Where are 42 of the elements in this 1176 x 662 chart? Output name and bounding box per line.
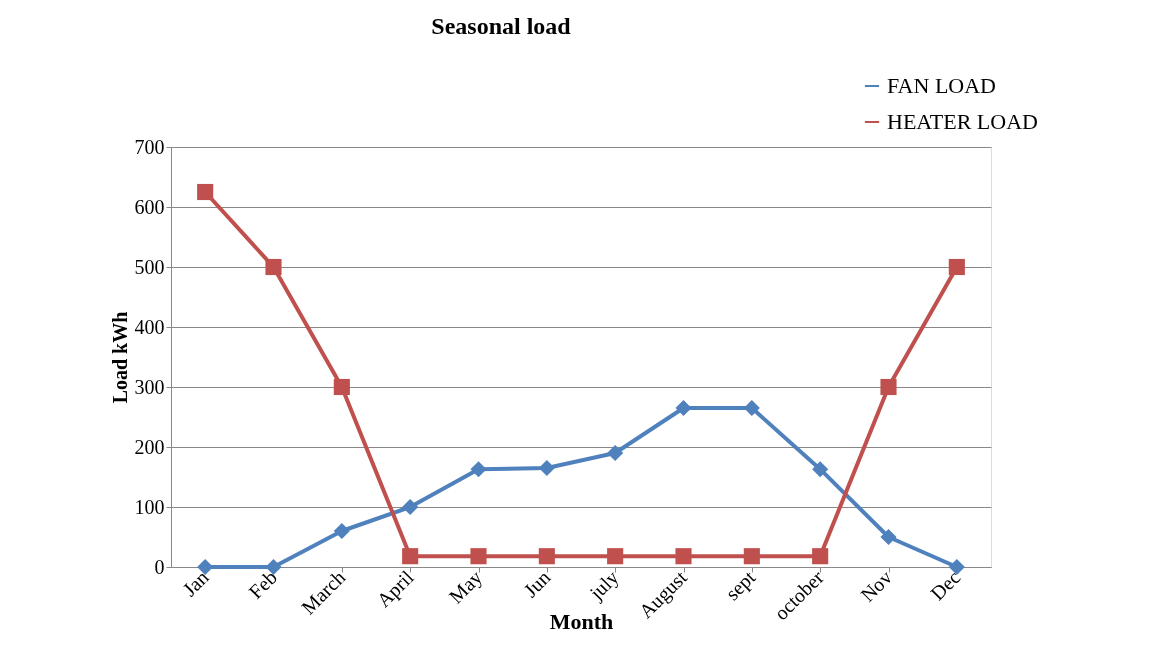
point — [265, 558, 282, 576]
point — [333, 378, 350, 396]
point — [948, 258, 965, 276]
point — [197, 183, 214, 201]
point — [743, 548, 760, 565]
chart-title: Seasonal load — [431, 13, 572, 39]
x-tick-label: May — [444, 566, 487, 609]
y-tick-label: 100 — [134, 495, 165, 518]
x-tick-label: sept — [721, 565, 761, 606]
x-tick-label: july — [584, 566, 624, 605]
y-tick-label: 400 — [134, 315, 165, 338]
point — [607, 444, 624, 462]
point — [812, 461, 829, 478]
x-tick-label: Jan — [178, 566, 213, 601]
point — [880, 378, 897, 396]
y-tick-label: 700 — [134, 135, 165, 158]
x-axis-title: Month — [549, 608, 614, 634]
x-tick-label: Jun — [519, 566, 555, 602]
point — [675, 399, 692, 417]
y-tick-label: 200 — [134, 435, 165, 458]
point — [675, 548, 692, 565]
point — [812, 548, 829, 565]
point — [333, 522, 350, 540]
legend-label: HEATER LOAD — [887, 109, 1038, 134]
point — [402, 548, 419, 565]
y-axis-title: Load kWh — [108, 311, 131, 404]
x-tick-label: Dec — [926, 565, 965, 605]
point — [607, 548, 624, 565]
point — [402, 498, 419, 516]
point — [265, 258, 282, 276]
y-tick-label: 300 — [134, 375, 165, 398]
x-tick-label: Feb — [244, 566, 282, 603]
x-tick-label: Nov — [856, 566, 897, 606]
point — [880, 528, 897, 546]
point — [538, 459, 555, 477]
point — [470, 548, 487, 565]
point — [538, 548, 555, 565]
legend-label: FAN LOAD — [887, 73, 996, 98]
point — [470, 461, 487, 478]
y-tick-label: 500 — [134, 255, 165, 278]
y-tick-label: 600 — [134, 195, 165, 218]
y-tick-label: 0 — [154, 555, 165, 578]
